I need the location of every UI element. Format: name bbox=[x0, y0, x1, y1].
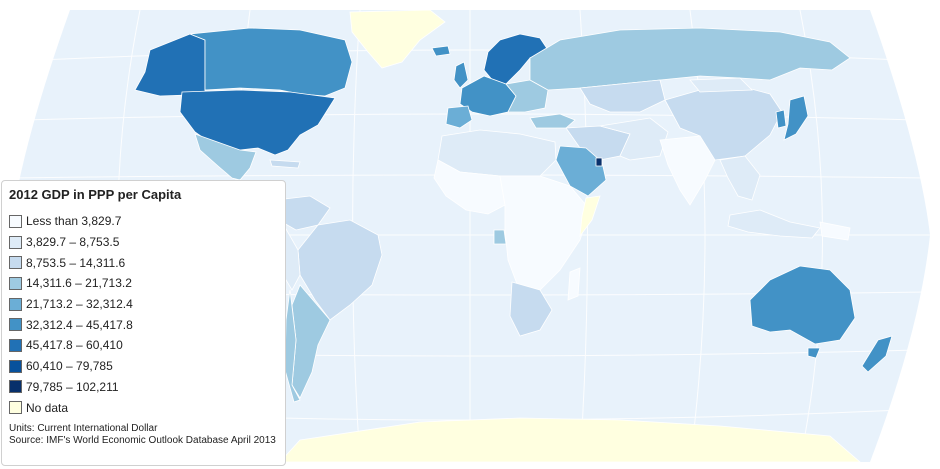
country-russia[interactable] bbox=[529, 27, 851, 91]
legend-items: Less than 3,829.7 3,829.7 – 8,753.5 8,753.… bbox=[9, 211, 278, 418]
country-central-africa[interactable] bbox=[499, 175, 591, 293]
legend-item[interactable]: 32,312.4 – 45,417.8 bbox=[9, 314, 278, 335]
legend-swatch bbox=[9, 214, 22, 228]
legend-swatch bbox=[9, 297, 22, 311]
country-canada[interactable] bbox=[189, 27, 353, 97]
legend-label: No data bbox=[26, 400, 69, 415]
legend-label: 60,410 – 79,785 bbox=[26, 359, 113, 374]
map-legend: 2012 GDP in PPP per Capita Less than 3,8… bbox=[1, 180, 286, 466]
country-iran-pakistan[interactable] bbox=[599, 117, 669, 161]
country-central-asia[interactable] bbox=[579, 79, 666, 113]
country-saudi-arabia[interactable] bbox=[555, 145, 607, 197]
legend-label: 3,829.7 – 8,753.5 bbox=[26, 235, 120, 250]
country-antarctica[interactable] bbox=[279, 417, 862, 463]
legend-label: 14,311.6 – 21,713.2 bbox=[26, 276, 132, 291]
country-southern-africa[interactable] bbox=[509, 281, 553, 337]
legend-item[interactable]: 3,829.7 – 8,753.5 bbox=[9, 232, 278, 253]
country-iceland[interactable] bbox=[431, 45, 451, 57]
country-tasmania[interactable] bbox=[807, 347, 821, 359]
country-mongolia[interactable] bbox=[689, 77, 753, 93]
country-turkey[interactable] bbox=[529, 113, 576, 129]
country-qatar[interactable] bbox=[595, 157, 603, 167]
country-west-africa[interactable] bbox=[433, 159, 506, 215]
legend-label: 79,785 – 102,211 bbox=[26, 379, 119, 394]
country-southeast-asia[interactable] bbox=[719, 155, 761, 201]
country-indonesia[interactable] bbox=[727, 209, 821, 239]
legend-swatch bbox=[9, 401, 22, 415]
legend-label: 32,312.4 – 45,417.8 bbox=[26, 317, 133, 332]
source-note: Source: IMF's World Economic Outlook Dat… bbox=[9, 434, 276, 446]
legend-swatch bbox=[9, 359, 22, 373]
legend-label: 45,417.8 – 60,410 bbox=[26, 338, 123, 353]
country-greenland[interactable] bbox=[349, 9, 446, 69]
legend-item[interactable]: 60,410 – 79,785 bbox=[9, 356, 278, 377]
legend-label: Less than 3,829.7 bbox=[26, 214, 122, 229]
legend-item[interactable]: 14,311.6 – 21,713.2 bbox=[9, 273, 278, 294]
country-iberia[interactable] bbox=[445, 105, 473, 129]
legend-title: 2012 GDP in PPP per Capita bbox=[9, 187, 182, 202]
legend-swatch bbox=[9, 256, 22, 270]
country-somalia[interactable] bbox=[579, 195, 601, 238]
country-png[interactable] bbox=[819, 221, 851, 241]
legend-swatch bbox=[9, 276, 22, 290]
legend-label: 8,753.5 – 14,311.6 bbox=[26, 255, 126, 270]
legend-item[interactable]: 79,785 – 102,211 bbox=[9, 377, 278, 398]
country-japan[interactable] bbox=[783, 95, 809, 141]
legend-item[interactable]: 21,713.2 – 32,312.4 bbox=[9, 294, 278, 315]
country-new-zealand[interactable] bbox=[861, 335, 893, 373]
country-cuba[interactable] bbox=[269, 159, 301, 169]
legend-swatch bbox=[9, 338, 22, 352]
legend-item[interactable]: Less than 3,829.7 bbox=[9, 211, 278, 232]
legend-item[interactable]: 45,417.8 – 60,410 bbox=[9, 335, 278, 356]
legend-label: 21,713.2 – 32,312.4 bbox=[26, 297, 133, 312]
units-note: Units: Current International Dollar bbox=[9, 422, 158, 434]
country-australia[interactable] bbox=[749, 265, 856, 345]
legend-notes: Units: Current International Dollar Sour… bbox=[9, 423, 278, 447]
country-korea[interactable] bbox=[775, 109, 787, 129]
legend-swatch bbox=[9, 235, 22, 249]
legend-item[interactable]: 8,753.5 – 14,311.6 bbox=[9, 252, 278, 273]
legend-item[interactable]: No data bbox=[9, 397, 278, 418]
country-gabon[interactable] bbox=[493, 229, 507, 245]
legend-swatch bbox=[9, 318, 22, 332]
legend-swatch bbox=[9, 380, 22, 394]
country-uk[interactable] bbox=[453, 61, 469, 89]
country-madagascar[interactable] bbox=[567, 267, 581, 301]
